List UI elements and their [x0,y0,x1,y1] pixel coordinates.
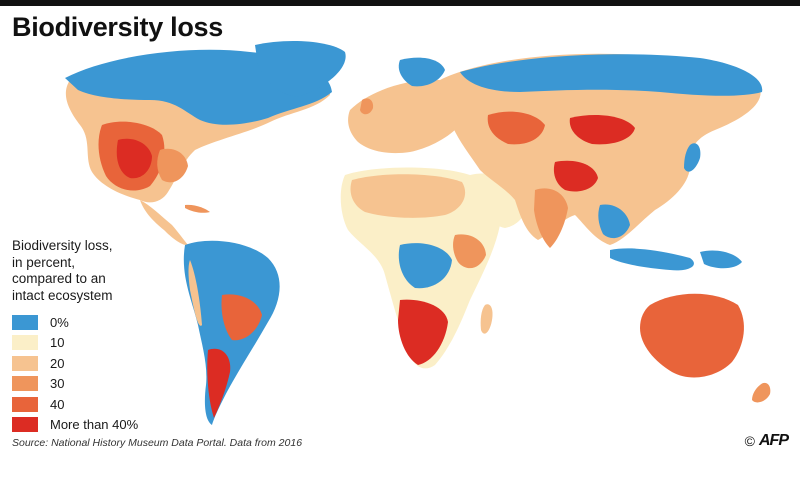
source-note: Source: National History Museum Data Por… [12,437,303,449]
indonesia [610,248,694,271]
legend-label: More than 40% [50,417,139,433]
mongolia-hotspot [569,115,635,145]
new-guinea [700,250,742,269]
madagascar [480,304,493,334]
andes [188,260,202,326]
legend-swatch [12,355,38,371]
europe [348,57,467,154]
legend-label: 30 [50,376,65,392]
congo-basin [398,243,452,289]
scandinavia [398,57,445,87]
uk [360,98,374,115]
legend-item: 40 [12,394,182,415]
asia-land [439,53,761,245]
legend-title-line: intact ecosystem [12,287,113,303]
usa-east-hotspot [157,148,188,183]
usa-west-core [116,138,152,179]
top-rule [0,0,800,6]
legend: Biodiversity loss, in percent, compared … [12,238,182,435]
legend-title-line: Biodiversity loss, [12,238,113,253]
sahara [350,174,466,218]
north-america [65,40,346,246]
argentina [207,348,231,418]
map-title: Biodiversity loss [12,12,223,42]
legend-swatch [12,417,38,433]
asia [439,53,763,248]
legend-item: 0% [12,312,182,333]
legend-swatch [12,335,38,351]
legend-item: 30 [12,374,182,395]
siberia-north [460,54,763,96]
legend-label: 20 [50,355,65,371]
tibet-hotspot [553,160,598,192]
europe-land [348,79,467,154]
legend-item: 20 [12,353,182,374]
legend-title-line: compared to an [12,271,106,286]
legend-label: 40 [50,396,65,412]
southern-africa [398,299,448,365]
afp-logo: AFP [759,432,789,449]
oceania [610,248,771,403]
east-africa [453,234,486,269]
legend-swatch [12,376,38,392]
legend-label: 10 [50,335,65,351]
legend-swatch [12,314,38,330]
copyright-symbol: © [744,433,755,449]
southeast-asia [598,204,630,239]
credit: © AFP [744,432,789,450]
new-zealand [752,382,771,403]
india [534,188,568,248]
central-america [140,200,188,246]
legend-label: 0% [50,314,69,330]
japan [684,143,701,172]
greenland [255,40,346,97]
world-map [65,40,771,425]
legend-item: 10 [12,333,182,354]
legend-title: Biodiversity loss, in percent, compared … [12,238,182,304]
australia [640,293,744,378]
south-america [183,240,280,425]
legend-title-line: in percent, [12,254,76,270]
africa [340,167,500,369]
caribbean [185,204,210,213]
brazil-southeast [221,294,262,341]
kazakhstan-hotspot [487,111,545,145]
legend-item: More than 40% [12,415,182,436]
legend-swatch [12,396,38,412]
